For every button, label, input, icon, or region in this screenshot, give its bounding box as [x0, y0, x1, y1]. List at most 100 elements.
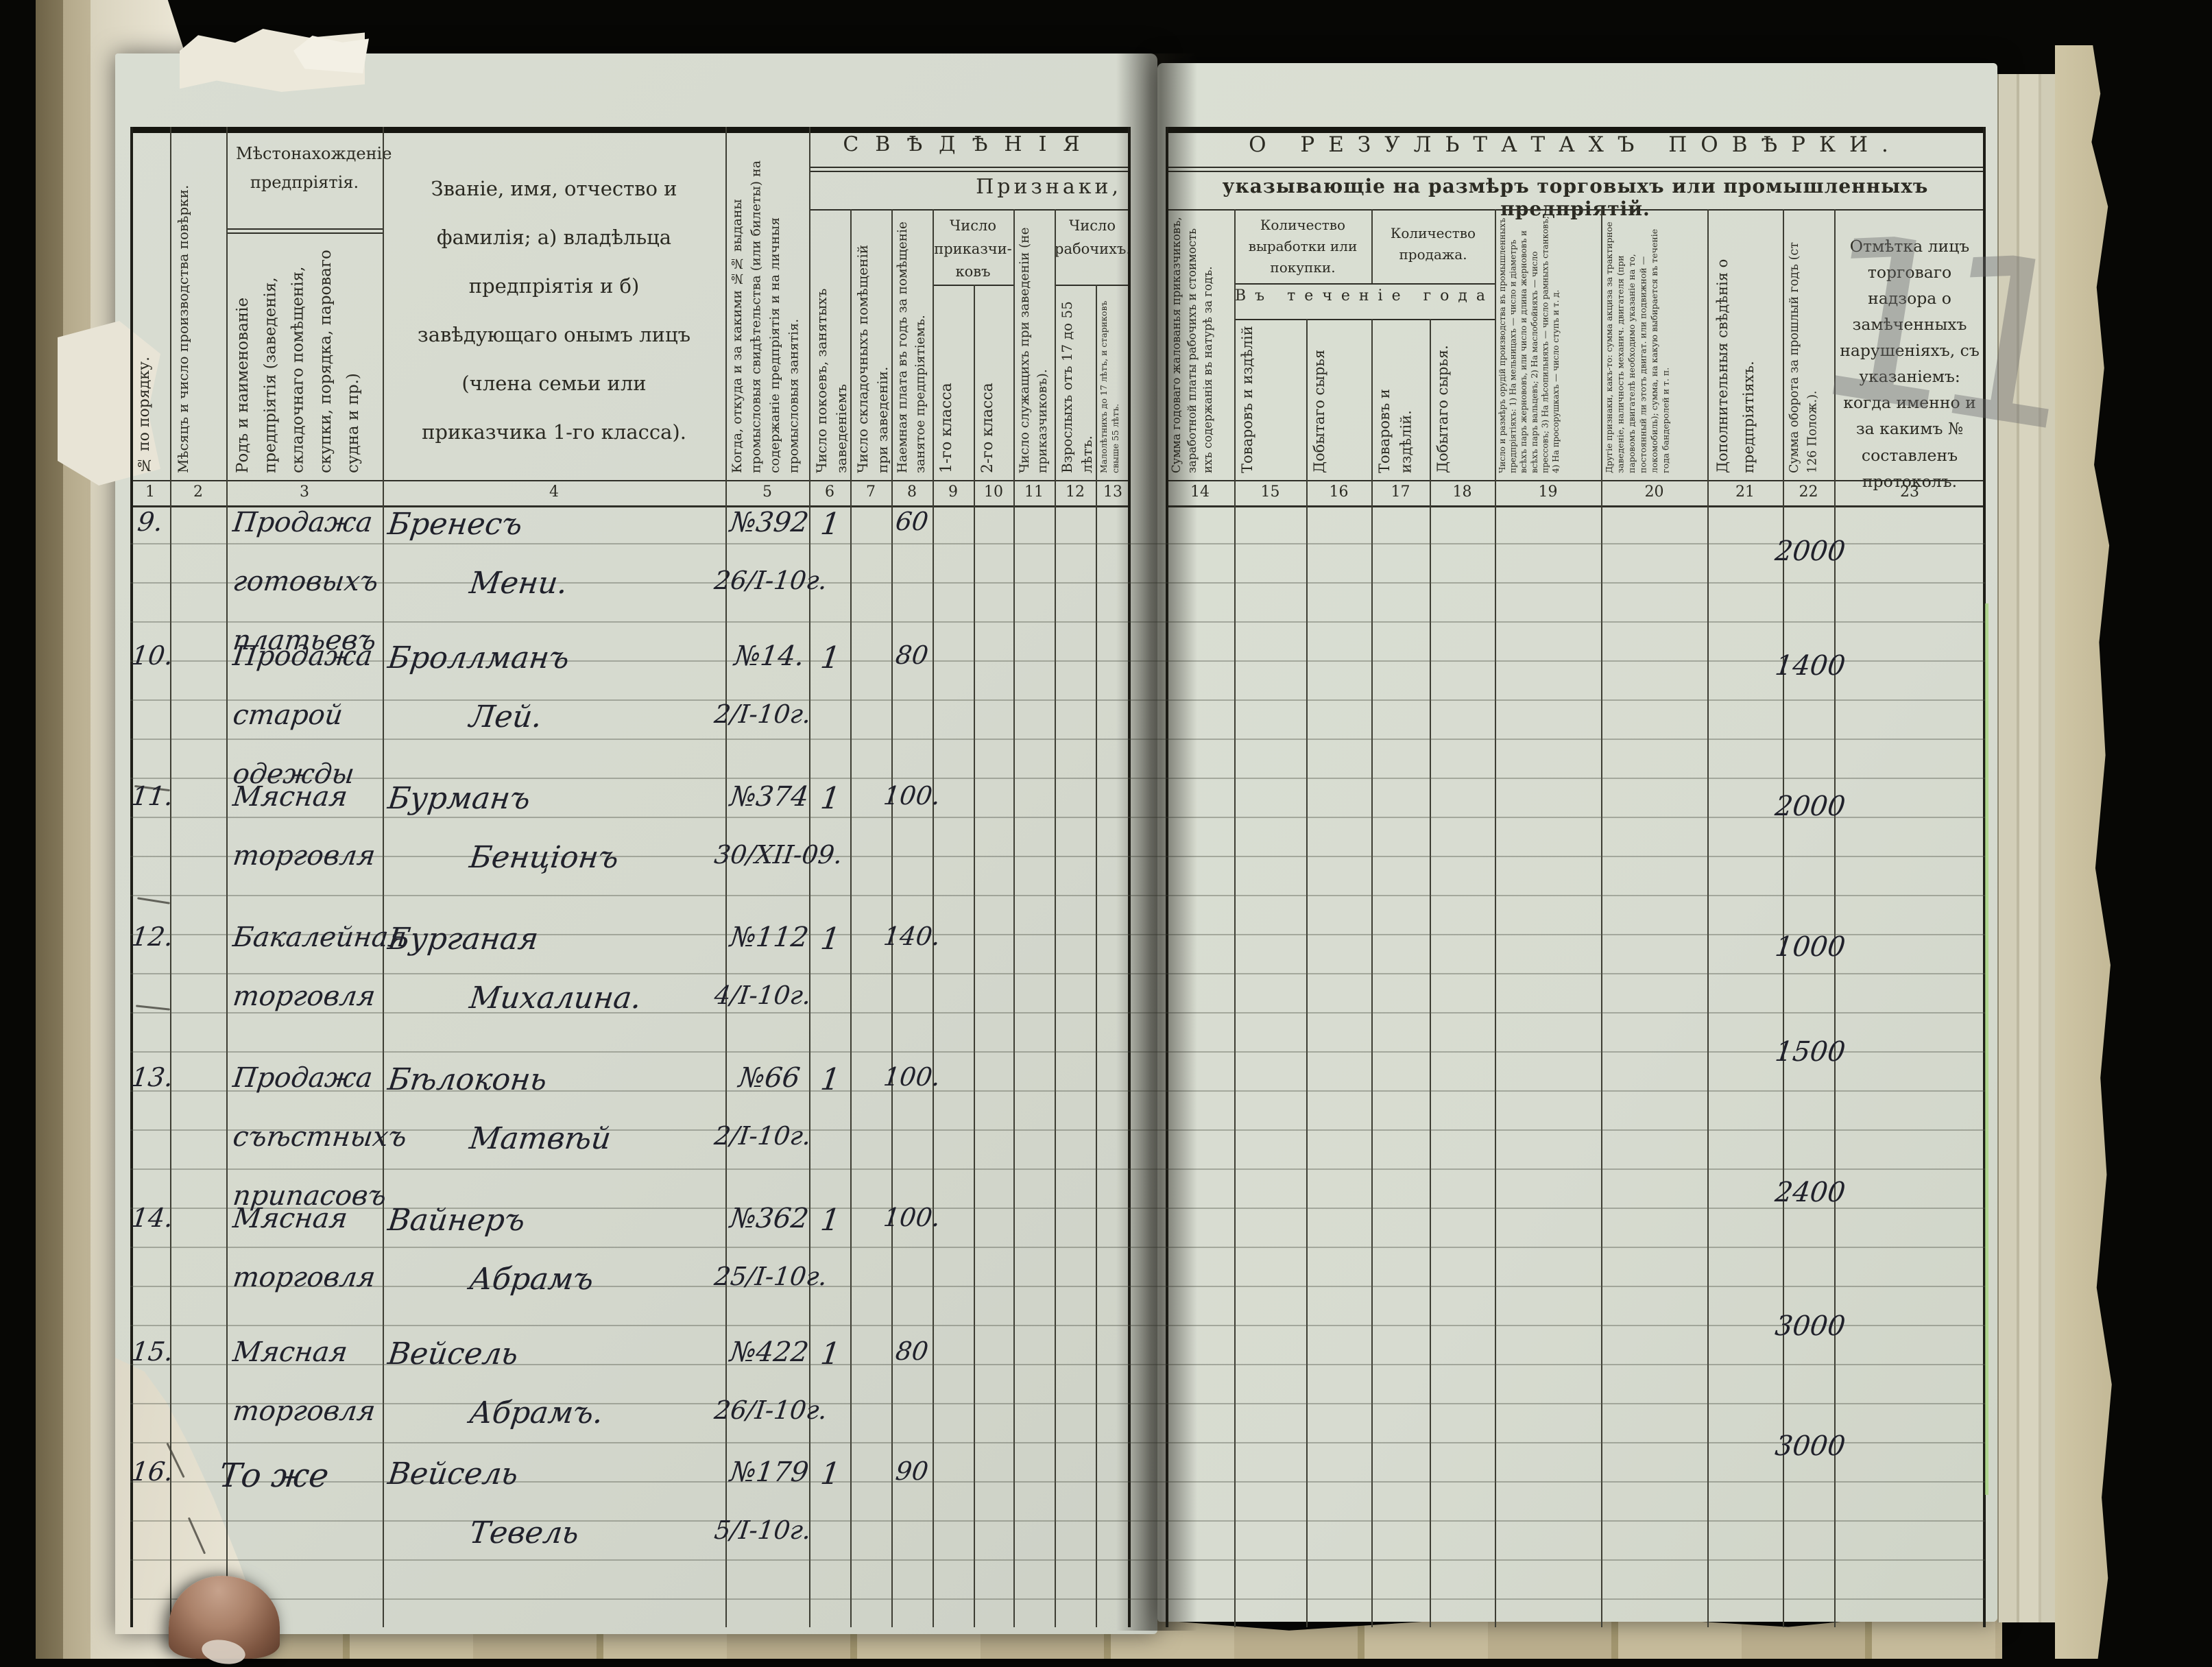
col-header-11: Число служащихъ при заведеніи (не приказ…	[1018, 227, 1050, 473]
entry-row-13: 13. Продажа съѣстныхъ припасовъ Бѣлоконь…	[130, 1036, 1985, 1215]
table-vline	[1834, 209, 1836, 1627]
col-header-21: Дополнительныя свѣдѣнія о предпріятіяхъ.	[1714, 259, 1757, 473]
certificate-number: №392	[728, 507, 810, 538]
table-hline	[226, 228, 383, 230]
table-hline	[130, 505, 1130, 507]
col-number: 18	[1452, 483, 1472, 501]
right-page	[1157, 63, 1997, 1622]
col-header-2: Мѣсяцъ и число производства повѣрки.	[175, 184, 191, 473]
col-number: 22	[1799, 483, 1818, 501]
book-gutter-shadow	[1116, 53, 1197, 1631]
certificate-date: 30/XII-09.	[712, 840, 845, 870]
left-page	[115, 53, 1157, 1634]
owner-firstname: Лей.	[467, 699, 544, 734]
table-hline	[226, 232, 383, 234]
table-hline	[1166, 171, 1985, 172]
rooms-count: 1	[818, 507, 843, 542]
certificate-date: 25/I-10г.	[712, 1262, 829, 1291]
owner-firstname: Абрамъ.	[467, 1395, 605, 1430]
table-hline	[1234, 283, 1495, 285]
table-hline	[1166, 167, 1985, 168]
col-number: 6	[825, 483, 834, 501]
certificate-number: №374	[728, 781, 810, 813]
annual-rent: 60	[893, 507, 930, 536]
entry-row-14: 14. Мясная торговля Вайнеръ Абрамъ №362 …	[130, 1177, 1985, 1356]
entry-number: 10.	[130, 640, 176, 671]
turnover-amount: 2000	[1773, 791, 1847, 822]
rooms-count: 1	[818, 640, 843, 675]
certificate-date: 4/I-10г.	[712, 981, 813, 1010]
table-vline	[1430, 319, 1431, 1627]
certificate-number: №14.	[732, 640, 806, 672]
annual-rent: 80	[893, 640, 930, 670]
col-number: 23	[1900, 483, 1919, 501]
table-vline	[809, 127, 810, 1627]
owner-surname: Вейсель	[385, 1336, 520, 1371]
rooms-count: 1	[818, 922, 843, 957]
col-header-12: Взрослыхъ отъ 17 до 55 лѣтъ.	[1059, 301, 1095, 473]
certificate-date: 26/I-10г.	[712, 1395, 829, 1425]
owner-firstname: Матвѣй	[467, 1121, 613, 1156]
col-number: 21	[1735, 483, 1755, 501]
registry-table: № по порядку. Мѣсяцъ и число производств…	[130, 127, 1986, 1627]
pencil-page-number: 11	[1796, 182, 2076, 481]
table-subtitle-right: указывающіе на размѣръ торговыхъ или про…	[1222, 175, 1929, 220]
col-number: 11	[1024, 483, 1044, 501]
col-number: 4	[549, 483, 559, 501]
table-vline	[850, 209, 852, 1627]
rooms-count: 1	[818, 1336, 843, 1371]
table-vline	[1601, 209, 1602, 1627]
col-number: 8	[907, 483, 917, 501]
data-grid: 9. Продажа готовыхъ платьевъ Бренесъ Мен…	[130, 505, 1985, 1627]
table-vline	[974, 285, 975, 1627]
table-vline	[1306, 319, 1308, 1627]
entry-number: 13.	[130, 1062, 176, 1092]
business-kind-line: Бакалейная	[231, 922, 409, 953]
owner-firstname: Михалина.	[467, 981, 644, 1016]
certificate-number: №422	[728, 1336, 810, 1368]
certificate-date: 2/I-10г.	[712, 699, 813, 729]
table-hline	[1166, 127, 1985, 133]
table-vline	[383, 127, 384, 1627]
col-header-10: 2-го класса	[979, 383, 996, 473]
owner-firstname: Бенціонъ	[467, 840, 621, 875]
table-vline	[1096, 285, 1097, 1627]
business-kind-line: Продажа	[231, 507, 374, 538]
col-number: 20	[1644, 483, 1664, 501]
col-header-18: Добытаго сырья.	[1434, 345, 1451, 473]
certificate-number: №112	[728, 922, 810, 953]
table-hline	[1234, 319, 1495, 320]
owner-surname: Бренесъ	[385, 507, 525, 542]
business-kind-line: торговля	[231, 840, 377, 872]
certificate-date: 26/I-10г.	[712, 566, 829, 595]
col-header-20: Другіе признаки, какъ-то: сумма акциза з…	[1604, 221, 1671, 473]
col-number: 16	[1329, 483, 1349, 501]
owner-surname: Бурманъ	[385, 781, 533, 816]
table-hline	[1166, 505, 1985, 507]
business-kind-line: Продажа	[231, 1062, 374, 1094]
business-kind-line: старой	[231, 699, 345, 731]
annual-rent: 100.	[882, 1203, 942, 1232]
entry-number: 12.	[130, 922, 176, 952]
table-hline	[130, 480, 1130, 481]
table-hline	[933, 285, 1013, 286]
entry-row-11: 11. Мясная торговля Бурманъ Бенціонъ №37…	[130, 781, 1985, 934]
col-header-7: Число складочныхъ помѣщеній при заведені…	[854, 244, 891, 473]
entry-number: 9.	[136, 507, 165, 537]
table-vline	[170, 127, 171, 1627]
col-number: 7	[866, 483, 876, 501]
col-header-16: Добытаго сырья	[1311, 349, 1327, 473]
turnover-amount: 1000	[1773, 931, 1847, 963]
col-header-5: Когда, откуда и за какими №№ выданы пром…	[730, 160, 802, 473]
table-vline	[130, 127, 133, 1627]
annual-rent: 100.	[882, 781, 942, 811]
col-header-6: Число покоевъ, занятыхъ заведеніемъ	[813, 288, 850, 473]
table-hline	[1166, 480, 1985, 481]
col-header-3-location: Мѣстонахожденіе предпріятія.	[236, 144, 392, 192]
business-kind-line: съѣстныхъ	[231, 1121, 409, 1153]
col-number: 3	[300, 483, 309, 501]
col-header-3: Родъ и наименованіе предпріятія (заведен…	[234, 250, 362, 473]
col-number: 12	[1066, 483, 1085, 501]
business-kind-line: Мясная	[231, 1203, 350, 1234]
